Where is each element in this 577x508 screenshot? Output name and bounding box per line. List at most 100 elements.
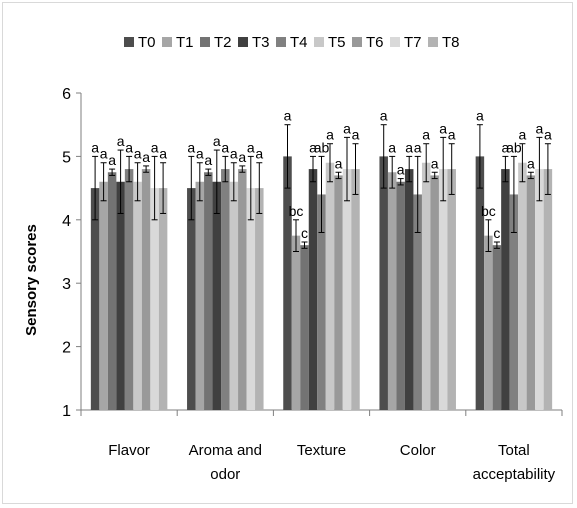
y-tick-label: 6 — [62, 86, 71, 103]
y-tick-label: 2 — [62, 340, 71, 357]
bar-t1 — [484, 235, 493, 410]
bar-t2 — [492, 245, 502, 410]
significance-letter: a — [431, 155, 439, 171]
legend-label: T3 — [252, 34, 270, 51]
bar-t4 — [221, 169, 230, 410]
y-tick-label: 3 — [62, 276, 71, 293]
significance-letter: a — [352, 127, 360, 143]
bar-t0 — [475, 156, 485, 410]
significance-letter: ab — [314, 139, 330, 155]
bar-t4 — [124, 169, 134, 410]
y-tick-label: 5 — [62, 149, 71, 166]
legend-swatch-t5 — [314, 37, 324, 47]
significance-letter: a — [91, 139, 99, 155]
significance-letter: a — [527, 155, 535, 171]
significance-letter: a — [108, 152, 116, 168]
significance-letter: a — [326, 127, 334, 143]
bar-t2 — [204, 172, 213, 410]
significance-letter: c — [301, 225, 308, 241]
bar-t5 — [421, 162, 431, 410]
bar-t4 — [317, 194, 326, 410]
significance-letter: a — [230, 146, 238, 162]
significance-letter: a — [335, 155, 343, 171]
chart-frame — [2, 2, 573, 504]
significance-letter: a — [544, 127, 552, 143]
legend-swatch-t4 — [276, 37, 286, 47]
bar-t0 — [90, 188, 100, 410]
bar-t1 — [99, 181, 108, 410]
legend-swatch-t0 — [124, 37, 134, 47]
chart-axes: 1 2 3 4 5 6 Flavor Aroma and odor Texture Color Tot… — [62, 86, 563, 483]
significance-letter: a — [422, 127, 430, 143]
significance-letter: a — [187, 139, 195, 155]
bar-t5 — [229, 181, 239, 410]
significance-letter: a — [255, 146, 263, 162]
legend-swatch-t6 — [352, 37, 362, 47]
bar-t6 — [238, 169, 247, 410]
bar-t3 — [212, 181, 222, 410]
significance-letter: a — [196, 146, 204, 162]
significance-letter: a — [134, 146, 142, 162]
legend-label: T5 — [328, 34, 346, 51]
significance-letter: a — [414, 139, 422, 155]
bar-t8 — [158, 188, 168, 410]
significance-letter: a — [519, 127, 527, 143]
bar-t8 — [351, 169, 360, 410]
significance-letter: a — [309, 139, 317, 155]
legend-label: T1 — [176, 34, 194, 51]
bar-t0 — [379, 156, 388, 410]
significance-letter: a — [405, 139, 413, 155]
legend-label: T4 — [290, 34, 308, 51]
significance-letter: a — [159, 146, 167, 162]
bar-t0 — [187, 188, 196, 410]
bar-t1 — [291, 235, 301, 410]
legend-swatch-t1 — [162, 37, 172, 47]
bar-t4 — [509, 194, 519, 410]
significance-letter: a — [476, 108, 484, 124]
bar-t8 — [447, 169, 456, 410]
bar-t6 — [141, 169, 151, 410]
x-tick-label: acceptability — [473, 466, 556, 483]
bar-t5 — [325, 162, 335, 410]
y-tick-label: 1 — [62, 403, 71, 420]
y-tick-label: 4 — [62, 213, 71, 230]
x-tick-label: Texture — [297, 442, 346, 459]
significance-letter: bc — [481, 203, 496, 219]
bar-t6 — [334, 175, 343, 410]
significance-letter: a — [397, 162, 405, 178]
significance-letter: a — [448, 127, 456, 143]
chart-legend: T0 T1 T2 T3 T4 T5 T6 T7 T8 — [124, 34, 460, 51]
bar-t8 — [255, 188, 264, 410]
significance-letter: a — [100, 146, 108, 162]
significance-letter: a — [439, 120, 447, 136]
bar-t8 — [543, 169, 553, 410]
bar-t5 — [518, 162, 527, 410]
legend-swatch-t7 — [390, 37, 400, 47]
significance-letter: a — [204, 152, 212, 168]
bar-t2 — [107, 172, 117, 410]
significance-letter: a — [221, 139, 229, 155]
bar-t7 — [246, 188, 256, 410]
bar-t3 — [501, 169, 510, 410]
significance-letter: a — [151, 139, 159, 155]
bar-t7 — [342, 169, 352, 410]
significance-letter: a — [213, 133, 221, 149]
bar-t7 — [535, 169, 544, 410]
significance-letter: a — [142, 149, 150, 165]
legend-label: T2 — [214, 34, 232, 51]
significance-letter: a — [380, 108, 388, 124]
bar-t1 — [195, 181, 205, 410]
x-tick-label: Flavor — [108, 442, 150, 459]
y-axis-label: Sensory scores — [23, 224, 40, 336]
bar-t0 — [283, 156, 292, 410]
x-tick-label: odor — [210, 466, 240, 483]
bar-t3 — [116, 181, 125, 410]
bar-t5 — [133, 181, 142, 410]
x-tick-label: Color — [400, 442, 436, 459]
legend-swatch-t3 — [238, 37, 248, 47]
bar-t1 — [387, 172, 397, 410]
significance-letter: c — [493, 225, 500, 241]
significance-letter: a — [247, 139, 255, 155]
x-tick-label: Aroma and — [189, 442, 262, 459]
